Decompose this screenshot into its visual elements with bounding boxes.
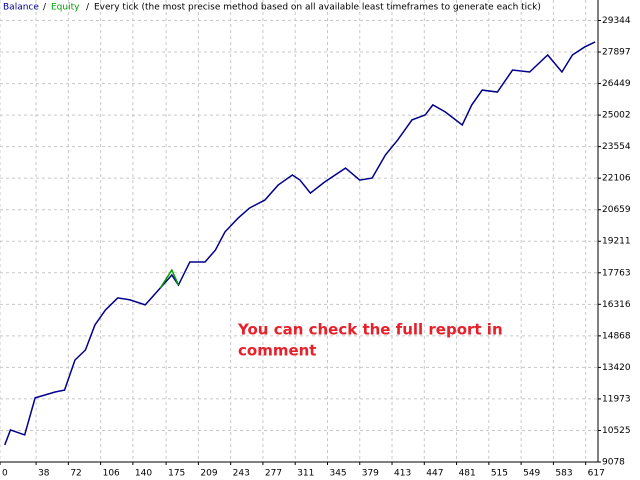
x-tick-label: 277 — [265, 469, 282, 479]
x-tick-label: 311 — [297, 469, 314, 479]
x-tick-label: 38 — [38, 469, 50, 479]
y-tick-label: 17763 — [602, 268, 631, 278]
legend-sep: / — [86, 3, 90, 13]
x-tick-label: 243 — [233, 469, 250, 479]
annotation: comment — [238, 342, 316, 360]
y-tick-label: 23554 — [602, 142, 631, 152]
x-tick-label: 0 — [2, 469, 8, 479]
x-tick-label: 72 — [70, 469, 81, 479]
y-tick-label: 9078 — [602, 458, 625, 468]
annotation: You can check the full report in — [237, 321, 503, 339]
x-tick-label: 140 — [135, 469, 152, 479]
x-tick-label: 549 — [523, 469, 540, 479]
y-tick-label: 19211 — [602, 237, 631, 247]
x-tick-label: 209 — [200, 469, 217, 479]
y-tick-label: 13420 — [602, 363, 631, 373]
x-tick-label: 583 — [555, 469, 572, 479]
y-tick-label: 20659 — [602, 205, 631, 215]
x-tick-label: 617 — [588, 469, 605, 479]
y-tick-label: 16316 — [602, 300, 631, 310]
series-line — [4, 41, 596, 446]
subtitle: Every tick (the most precise method base… — [94, 3, 541, 13]
y-tick-label: 25002 — [602, 111, 631, 121]
y-tick-label: 14868 — [602, 331, 631, 341]
y-tick-label: 29344 — [602, 16, 631, 26]
y-tick-label: 22106 — [602, 174, 631, 184]
x-tick-label: 106 — [103, 469, 120, 479]
x-tick-label: 175 — [168, 469, 185, 479]
legend-sep: / — [43, 3, 47, 13]
y-tick-label: 26449 — [602, 79, 631, 89]
x-tick-label: 481 — [459, 469, 476, 479]
y-tick-label: 10525 — [602, 426, 631, 436]
x-tick-label: 515 — [491, 469, 508, 479]
y-tick-label: 27897 — [602, 48, 631, 58]
x-tick-label: 345 — [329, 469, 346, 479]
legend-equity: Equity — [51, 3, 80, 13]
series-line — [159, 268, 180, 289]
x-tick-label: 379 — [362, 469, 379, 479]
x-tick-label: 447 — [426, 469, 443, 479]
legend-balance: Balance — [3, 3, 39, 13]
y-tick-label: 11973 — [602, 394, 631, 404]
x-tick-label: 413 — [394, 469, 411, 479]
